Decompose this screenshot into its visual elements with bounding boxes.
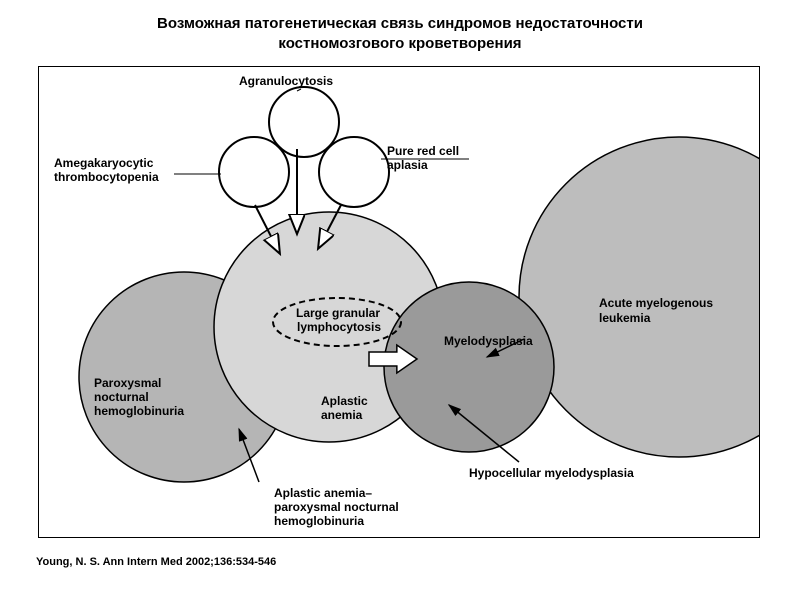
label-aa2: anemia xyxy=(321,408,363,422)
label-lgl2: lymphocytosis xyxy=(297,320,381,334)
diagram-frame: Agranulocytosis Amegakaryocyticthrombocyt… xyxy=(38,66,760,538)
circle-prca xyxy=(319,137,389,207)
label-aml1: Acute myelogenous xyxy=(599,296,713,310)
circle-mds xyxy=(384,282,554,452)
circle-agr xyxy=(269,87,339,157)
label-ovl1: Aplastic anemia– xyxy=(274,486,372,500)
label-aa1: Aplastic xyxy=(321,394,368,408)
label-pnh1: Paroxysmal xyxy=(94,376,161,390)
label-pnh2: nocturnal xyxy=(94,390,149,404)
title-line1: Возможная патогенетическая связь синдром… xyxy=(157,15,643,32)
label-ovl2: paroxysmal nocturnal xyxy=(274,500,399,514)
citation: Young, N. S. Ann Intern Med 2002;136:534… xyxy=(36,556,276,568)
label-hypo: Hypocellular myelodysplasia xyxy=(469,466,634,480)
label-amega1: Amegakaryocytic xyxy=(54,156,154,170)
circle-amega xyxy=(219,137,289,207)
label-ovl3: hemoglobinuria xyxy=(274,514,364,528)
label-pnh3: hemoglobinuria xyxy=(94,404,184,418)
title-line2: костномозгового кроветворения xyxy=(278,35,521,52)
label-prca2: aplasia xyxy=(387,158,428,172)
label-agr: Agranulocytosis xyxy=(239,74,333,88)
label-amega2: thrombocytopenia xyxy=(54,170,159,184)
label-mds: Myelodysplasia xyxy=(444,334,533,348)
label-prca1: Pure red cell xyxy=(387,144,459,158)
venn-svg: Agranulocytosis Amegakaryocyticthrombocyt… xyxy=(39,67,759,537)
page-title: Возможная патогенетическая связь синдром… xyxy=(0,14,800,55)
label-aml2: leukemia xyxy=(599,311,651,325)
label-lgl1: Large granular xyxy=(296,306,380,320)
